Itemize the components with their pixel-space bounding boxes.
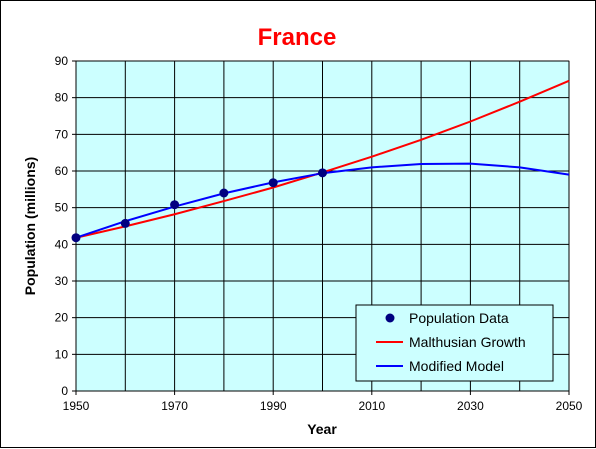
x-axis-title: Year — [307, 421, 337, 437]
legend-label-malthusian-growth: Malthusian Growth — [409, 334, 526, 350]
y-tick-label: 50 — [55, 201, 69, 215]
y-tick-label: 60 — [55, 164, 69, 178]
x-tick-label: 2030 — [457, 399, 484, 413]
y-tick-label: 0 — [61, 384, 68, 398]
data-point — [219, 188, 229, 198]
y-tick-label: 80 — [55, 91, 69, 105]
legend: Population Data Malthusian Growth Modifi… — [355, 304, 554, 382]
series-layer — [71, 79, 570, 243]
data-point — [120, 218, 130, 228]
x-tick-label: 1990 — [260, 399, 287, 413]
legend-label-modified-model: Modified Model — [409, 358, 504, 374]
y-tick-label: 30 — [55, 274, 69, 288]
data-point — [71, 233, 81, 243]
y-tick-label: 40 — [55, 237, 69, 251]
data-point — [318, 168, 327, 178]
legend-marker-population-data — [385, 313, 395, 323]
y-tick-label: 10 — [55, 347, 69, 361]
y-tick-label: 20 — [55, 311, 69, 325]
data-point — [268, 178, 278, 188]
data-point — [170, 200, 180, 210]
y-tick-label: 70 — [55, 127, 69, 141]
y-tick-label: 90 — [55, 54, 69, 68]
x-tick-label: 1970 — [161, 399, 188, 413]
x-tick-label: 2050 — [556, 399, 583, 413]
y-axis-title: Population (millions) — [22, 157, 38, 295]
legend-label-population-data: Population Data — [409, 310, 509, 326]
x-tick-label: 1950 — [63, 399, 90, 413]
chart-title: France — [258, 24, 337, 51]
x-tick-label: 2010 — [358, 399, 385, 413]
